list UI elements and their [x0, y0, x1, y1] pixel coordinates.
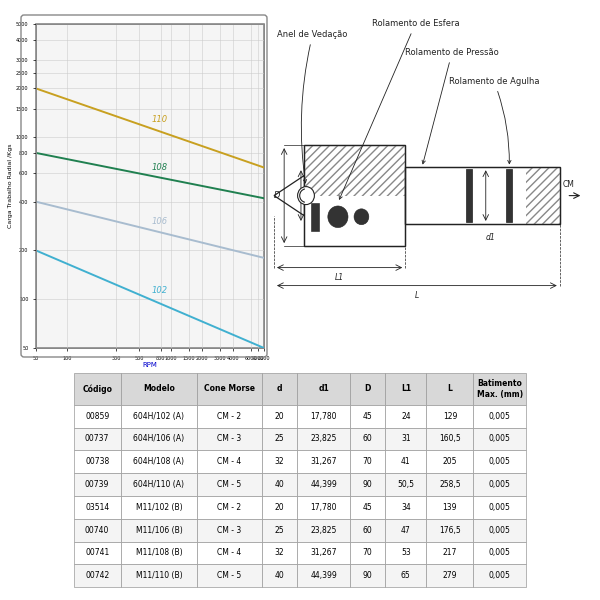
Bar	[304, 145, 405, 246]
Text: Rolamento de Pressão: Rolamento de Pressão	[405, 48, 499, 164]
Polygon shape	[274, 175, 304, 216]
Bar	[311, 203, 319, 231]
Text: Anel de Vedação: Anel de Vedação	[277, 30, 348, 183]
Text: D: D	[274, 191, 281, 200]
Bar	[526, 167, 560, 224]
Bar	[506, 169, 512, 222]
Circle shape	[354, 209, 369, 224]
Bar	[304, 145, 405, 246]
Y-axis label: Carga Trabalho Radial /Kgs: Carga Trabalho Radial /Kgs	[8, 144, 13, 228]
Text: L1: L1	[335, 273, 344, 282]
Text: CM: CM	[563, 180, 575, 189]
X-axis label: RPM: RPM	[143, 362, 157, 368]
Text: L: L	[415, 291, 419, 300]
Text: 108: 108	[152, 163, 168, 172]
Text: d1: d1	[486, 233, 496, 242]
Text: Rolamento de Agulha: Rolamento de Agulha	[449, 77, 539, 164]
Text: Rolamento de Esfera: Rolamento de Esfera	[339, 19, 459, 199]
Circle shape	[328, 206, 348, 227]
Bar	[466, 169, 472, 222]
Text: d: d	[306, 191, 311, 200]
Text: 106: 106	[152, 217, 168, 226]
Text: 102: 102	[152, 286, 168, 295]
Circle shape	[298, 187, 314, 205]
Bar	[405, 167, 560, 224]
Text: 110: 110	[152, 115, 168, 124]
Bar	[304, 145, 405, 196]
Bar	[405, 167, 560, 224]
